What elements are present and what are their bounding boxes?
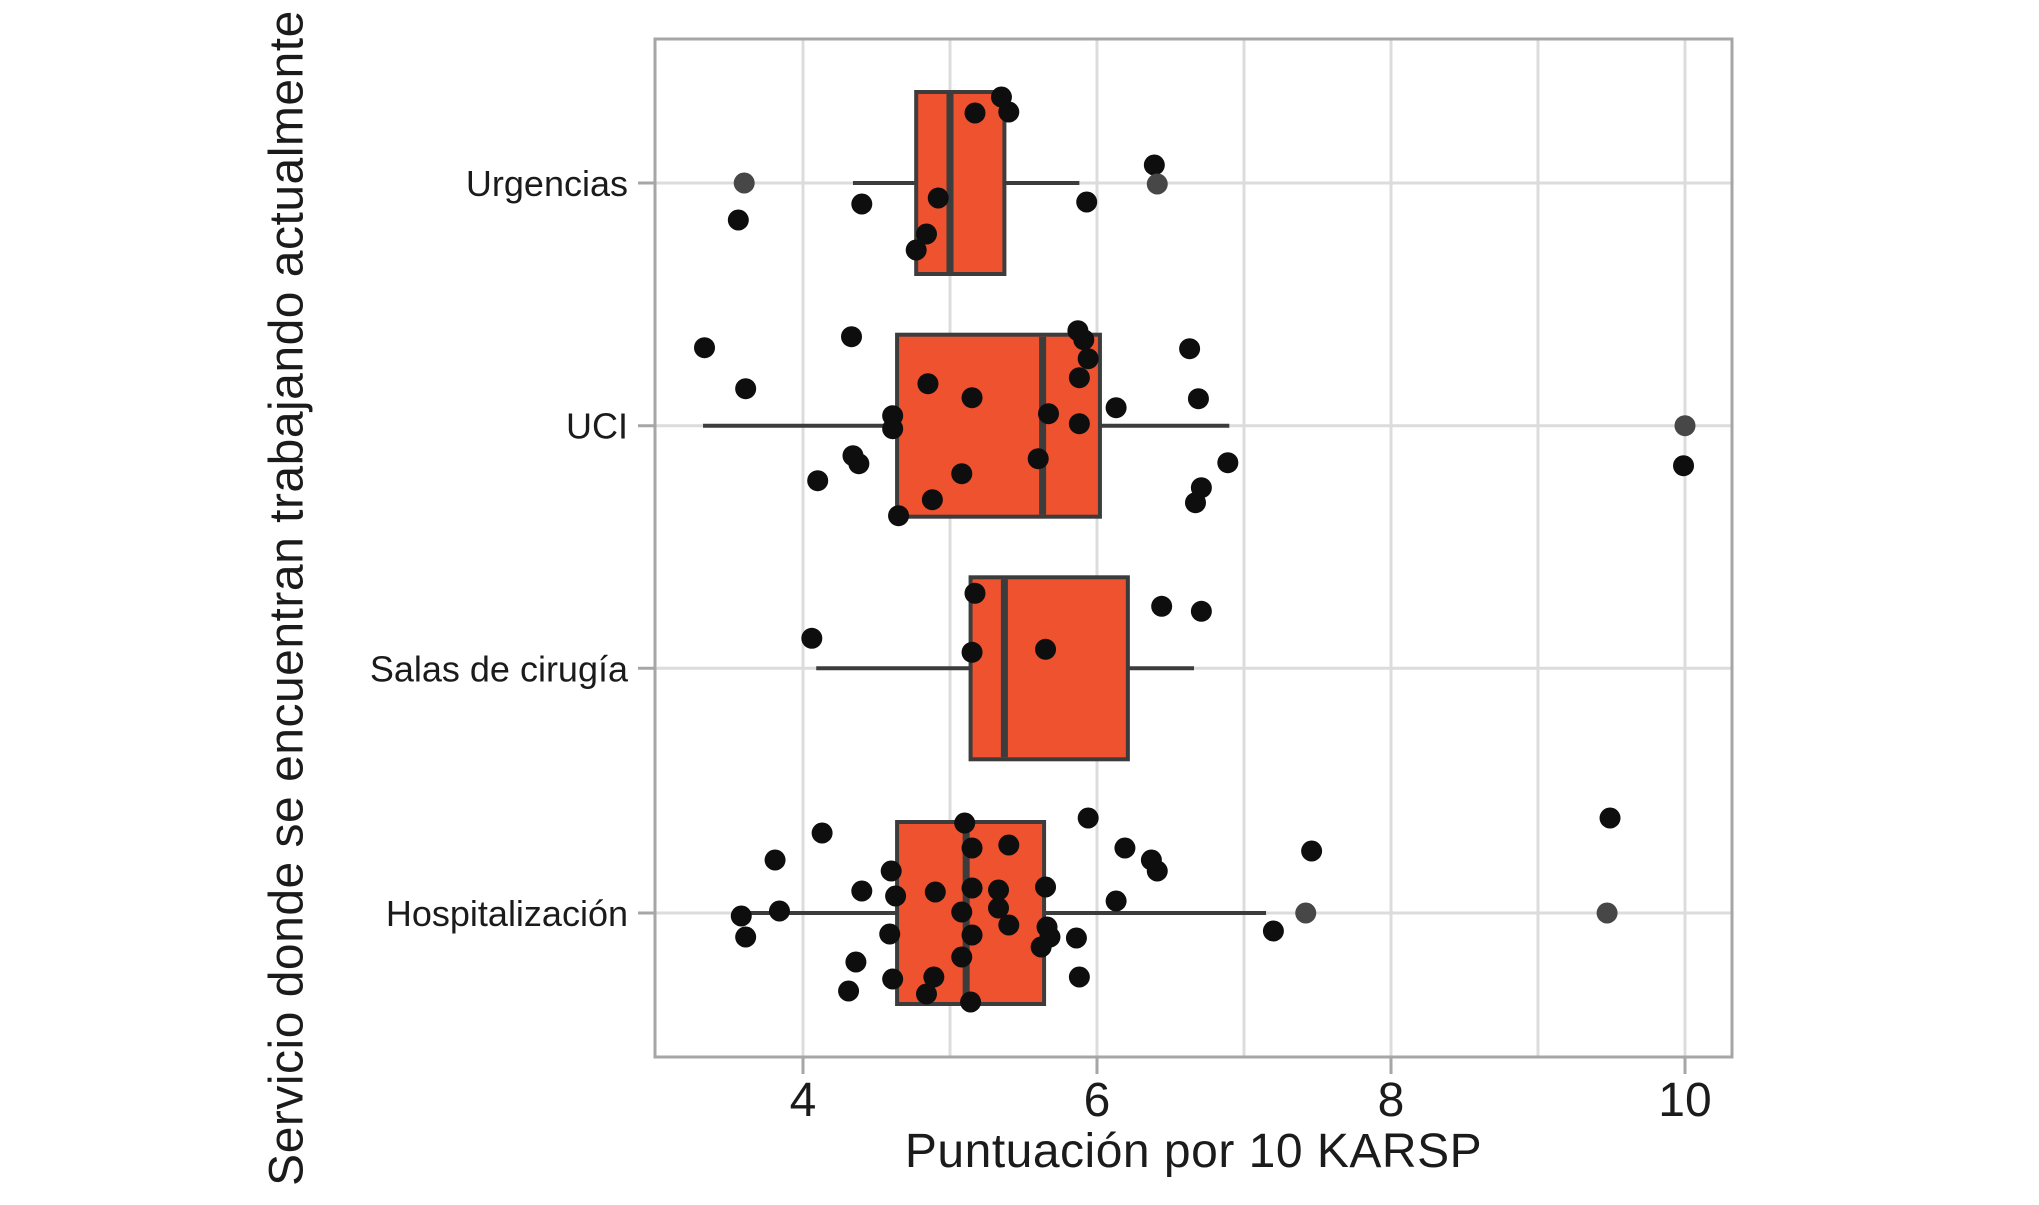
outlier-point: [1146, 173, 1168, 195]
jitter-point: [879, 923, 901, 945]
jitter-point: [1068, 966, 1090, 988]
jitter-point: [1068, 367, 1090, 389]
jitter-point: [961, 877, 983, 899]
jitter-point: [1262, 920, 1284, 942]
jitter-point: [1190, 477, 1212, 499]
jitter-point: [915, 223, 937, 245]
jitter-point: [951, 946, 973, 968]
jitter-point: [880, 860, 902, 882]
jitter-point: [924, 881, 946, 903]
category-label: Hospitalización: [386, 893, 628, 934]
jitter-point: [951, 463, 973, 485]
jitter-point: [1143, 154, 1165, 176]
jitter-point: [1065, 927, 1087, 949]
jitter-point: [1599, 807, 1621, 829]
jitter-point: [768, 900, 790, 922]
x-tick-label: 4: [790, 1074, 817, 1127]
jitter-point: [915, 983, 937, 1005]
outlier-point: [1295, 902, 1317, 924]
jitter-point: [961, 924, 983, 946]
jitter-point: [694, 337, 716, 359]
jitter-point: [988, 879, 1010, 901]
x-tick-label: 8: [1378, 1074, 1405, 1127]
x-tick-label: 10: [1658, 1074, 1711, 1127]
jitter-point: [1076, 191, 1098, 213]
jitter-point: [1217, 452, 1239, 474]
jitter-point: [1068, 413, 1090, 435]
jitter-point: [888, 505, 910, 527]
jitter-point: [727, 209, 749, 231]
jitter-point: [960, 991, 982, 1013]
jitter-point: [988, 897, 1010, 919]
jitter-point: [1190, 600, 1212, 622]
jitter-point: [954, 812, 976, 834]
jitter-point: [1073, 329, 1095, 351]
jitter-point: [961, 837, 983, 859]
outlier-point: [1674, 415, 1696, 437]
jitter-point: [1187, 388, 1209, 410]
category-label: UCI: [566, 406, 628, 447]
jitter-point: [735, 926, 757, 948]
jitter-point: [1179, 338, 1201, 360]
jitter-point: [882, 968, 904, 990]
jitter-point: [848, 453, 870, 475]
jitter-point: [882, 418, 904, 440]
jitter-point: [923, 966, 945, 988]
jitter-point: [730, 905, 752, 927]
outlier-point: [1596, 902, 1618, 924]
jitter-point: [964, 582, 986, 604]
box: [968, 575, 1130, 762]
panel-border: [653, 37, 1734, 1059]
jitter-point: [921, 489, 943, 511]
box: [914, 90, 1007, 276]
category-label: Urgencias: [466, 163, 628, 204]
jitter-point: [905, 239, 927, 261]
jitter-point: [735, 378, 757, 400]
jitter-point: [961, 387, 983, 409]
jitter-point: [998, 101, 1020, 123]
y-axis-title: Servicio donde se encuentran trabajando …: [260, 10, 314, 1186]
jitter-point: [1077, 807, 1099, 829]
jitter-point: [917, 373, 939, 395]
jitter-point: [927, 187, 949, 209]
jitter-point: [838, 980, 860, 1002]
jitter-point: [1105, 397, 1127, 419]
jitter-point: [851, 880, 873, 902]
jitter-point: [801, 627, 823, 649]
jitter-point: [1039, 926, 1061, 948]
jitter-point: [807, 470, 829, 492]
jitter-point: [845, 951, 867, 973]
jitter-point: [1077, 348, 1099, 370]
jitter-point: [1105, 890, 1127, 912]
jitter-point: [961, 641, 983, 663]
jitter-point: [1035, 876, 1057, 898]
jitter-point: [1035, 638, 1057, 660]
jitter-point: [851, 193, 873, 215]
x-tick-label: 6: [1084, 1074, 1111, 1127]
jitter-point: [1027, 448, 1049, 470]
outlier-point: [733, 172, 755, 194]
jitter-point: [1114, 837, 1136, 859]
jitter-point: [1037, 403, 1059, 425]
box: [895, 332, 1102, 519]
jitter-point: [951, 901, 973, 923]
jitter-point: [1673, 455, 1695, 477]
jitter-point: [841, 326, 863, 348]
jitter-point: [998, 914, 1020, 936]
category-label: Salas de cirugía: [370, 648, 629, 689]
jitter-point: [1146, 860, 1168, 882]
jitter-point: [811, 822, 833, 844]
jitter-point: [964, 102, 986, 124]
jitter-point: [998, 834, 1020, 856]
jitter-point: [1301, 840, 1323, 862]
jitter-point: [1151, 595, 1173, 617]
jitter-point: [885, 885, 907, 907]
x-axis-title: Puntuación por 10 KARSP: [904, 1125, 1483, 1178]
jitter-point: [764, 849, 786, 871]
